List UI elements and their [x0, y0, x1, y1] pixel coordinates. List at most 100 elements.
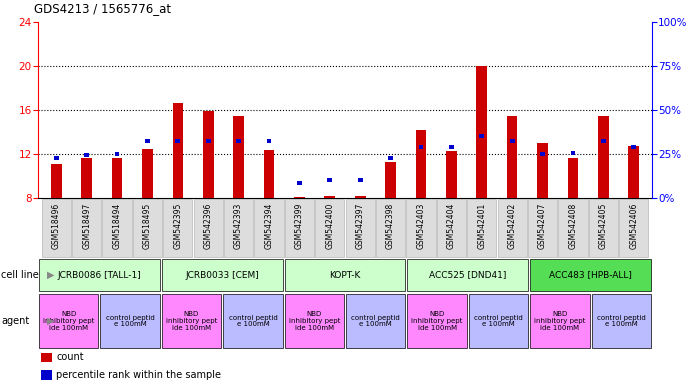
- Bar: [164, 199, 193, 257]
- Text: ▶: ▶: [47, 316, 55, 326]
- Bar: [41, 370, 52, 379]
- Bar: [264, 150, 275, 198]
- Bar: [558, 199, 588, 257]
- Bar: [477, 66, 487, 198]
- Text: GSM542395: GSM542395: [173, 203, 182, 249]
- Text: GSM542400: GSM542400: [325, 203, 334, 249]
- Bar: [528, 199, 557, 257]
- Bar: [223, 294, 283, 348]
- Text: percentile rank within the sample: percentile rank within the sample: [57, 370, 221, 380]
- Bar: [133, 199, 162, 257]
- Text: NBD
inhibitory pept
ide 100mM: NBD inhibitory pept ide 100mM: [288, 311, 340, 331]
- Bar: [72, 199, 101, 257]
- Bar: [591, 294, 651, 348]
- Bar: [385, 162, 396, 198]
- Text: GSM542405: GSM542405: [599, 203, 608, 249]
- Bar: [589, 199, 618, 257]
- Bar: [142, 149, 152, 198]
- Bar: [84, 154, 89, 157]
- Text: control peptid
e 100mM: control peptid e 100mM: [351, 315, 400, 327]
- Bar: [294, 197, 305, 198]
- Bar: [145, 139, 150, 143]
- Bar: [224, 199, 253, 257]
- Text: GDS4213 / 1565776_at: GDS4213 / 1565776_at: [34, 2, 171, 15]
- Bar: [81, 159, 92, 198]
- Bar: [598, 116, 609, 198]
- Text: GSM542399: GSM542399: [295, 203, 304, 249]
- Text: ACC483 [HPB-ALL]: ACC483 [HPB-ALL]: [549, 270, 632, 280]
- Text: KOPT-K: KOPT-K: [329, 270, 361, 280]
- Bar: [358, 178, 362, 182]
- Text: GSM542397: GSM542397: [356, 203, 365, 249]
- Bar: [355, 196, 366, 198]
- Text: GSM542393: GSM542393: [234, 203, 243, 249]
- Bar: [233, 116, 244, 198]
- Bar: [568, 159, 578, 198]
- Text: cell line: cell line: [1, 270, 39, 280]
- Text: NBD
inhibitory pept
ide 100mM: NBD inhibitory pept ide 100mM: [43, 311, 95, 331]
- Text: GSM542403: GSM542403: [417, 203, 426, 249]
- Bar: [285, 199, 314, 257]
- Text: JCRB0086 [TALL-1]: JCRB0086 [TALL-1]: [57, 270, 141, 280]
- Bar: [388, 156, 393, 159]
- Text: GSM542402: GSM542402: [508, 203, 517, 249]
- Text: NBD
inhibitory pept
ide 100mM: NBD inhibitory pept ide 100mM: [534, 311, 586, 331]
- Bar: [415, 130, 426, 198]
- Bar: [115, 152, 119, 156]
- Text: GSM542401: GSM542401: [477, 203, 486, 249]
- Bar: [102, 199, 132, 257]
- Bar: [507, 116, 518, 198]
- Text: GSM542398: GSM542398: [386, 203, 395, 249]
- Text: control peptid
e 100mM: control peptid e 100mM: [597, 315, 646, 327]
- Bar: [161, 259, 283, 291]
- Bar: [346, 294, 406, 348]
- Bar: [530, 259, 651, 291]
- Bar: [538, 143, 548, 198]
- Text: GSM542406: GSM542406: [629, 203, 638, 249]
- Bar: [629, 146, 639, 198]
- Bar: [255, 199, 284, 257]
- Text: GSM542408: GSM542408: [569, 203, 578, 249]
- Bar: [54, 156, 59, 159]
- Bar: [284, 259, 406, 291]
- Text: GSM542407: GSM542407: [538, 203, 547, 249]
- Bar: [510, 139, 515, 143]
- Text: GSM518494: GSM518494: [112, 203, 121, 249]
- Bar: [203, 111, 213, 198]
- Bar: [328, 178, 332, 182]
- Bar: [446, 151, 457, 198]
- Text: GSM542396: GSM542396: [204, 203, 213, 249]
- Text: count: count: [57, 353, 84, 362]
- Bar: [175, 139, 180, 143]
- Bar: [39, 259, 160, 291]
- Bar: [601, 139, 606, 143]
- Bar: [376, 199, 405, 257]
- Bar: [407, 294, 467, 348]
- Text: GSM542394: GSM542394: [264, 203, 273, 249]
- Bar: [346, 199, 375, 257]
- Bar: [161, 294, 221, 348]
- Bar: [497, 199, 526, 257]
- Text: GSM518496: GSM518496: [52, 203, 61, 249]
- Bar: [631, 145, 636, 149]
- Text: agent: agent: [1, 316, 30, 326]
- Text: control peptid
e 100mM: control peptid e 100mM: [228, 315, 277, 327]
- Text: ACC525 [DND41]: ACC525 [DND41]: [429, 270, 506, 280]
- Bar: [571, 151, 575, 155]
- Bar: [206, 139, 210, 143]
- Bar: [41, 353, 52, 362]
- Text: ▶: ▶: [47, 270, 55, 280]
- Bar: [419, 145, 424, 149]
- Text: JCRB0033 [CEM]: JCRB0033 [CEM]: [186, 270, 259, 280]
- Bar: [100, 294, 160, 348]
- Bar: [112, 159, 122, 198]
- Bar: [467, 199, 496, 257]
- Text: control peptid
e 100mM: control peptid e 100mM: [106, 315, 155, 327]
- Bar: [51, 164, 61, 198]
- Bar: [41, 199, 71, 257]
- Bar: [540, 152, 545, 156]
- Bar: [469, 294, 529, 348]
- Bar: [406, 199, 435, 257]
- Bar: [297, 181, 302, 185]
- Text: GSM518497: GSM518497: [82, 203, 91, 249]
